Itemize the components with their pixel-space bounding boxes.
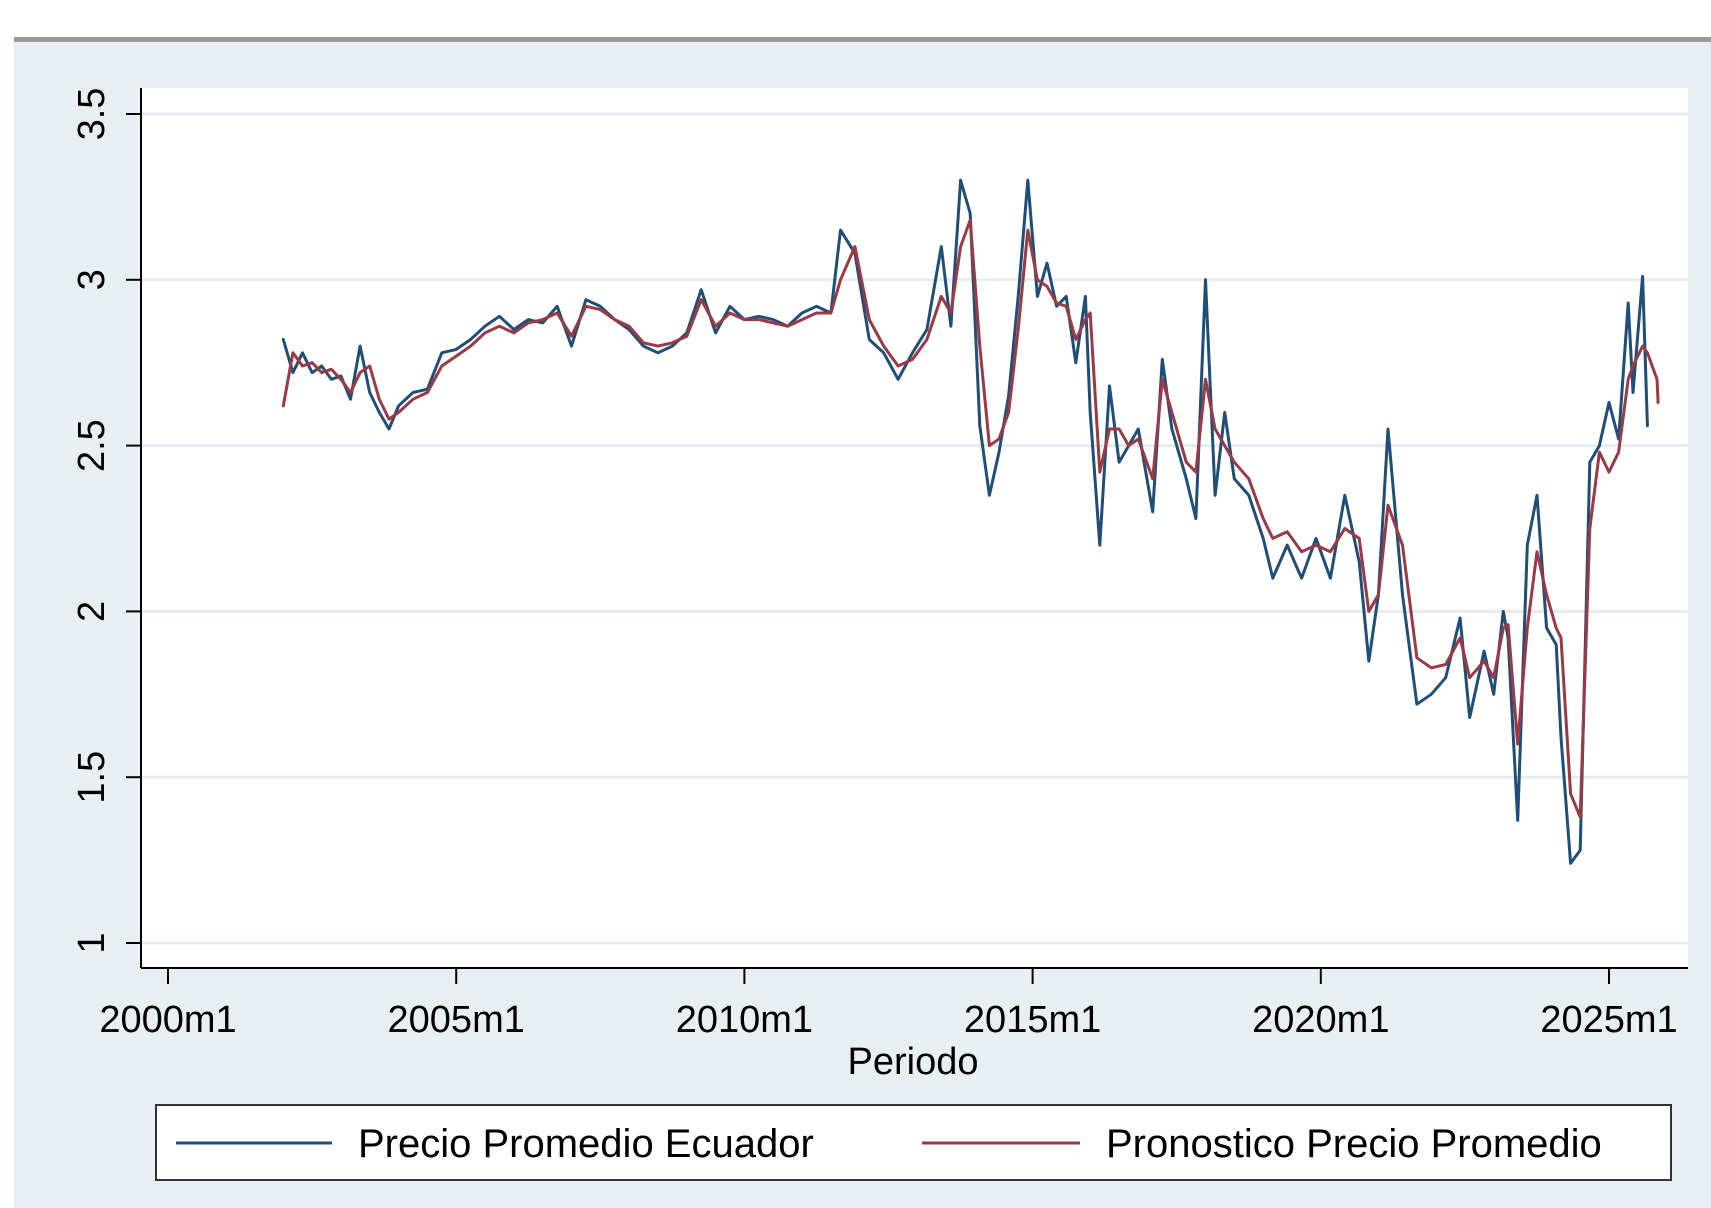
chart-frame-top-border: [14, 37, 1711, 42]
y-tick-label: 2.5: [71, 419, 113, 472]
legend-label-forecast: Pronostico Precio Promedio: [1106, 1122, 1602, 1166]
x-tick-label: 2015m1: [964, 999, 1101, 1041]
x-tick-label: 2020m1: [1252, 999, 1389, 1041]
legend: Precio Promedio Ecuador Pronostico Preci…: [155, 1104, 1672, 1181]
y-tick-label: 2: [71, 601, 113, 622]
y-tick-label: 1: [71, 932, 113, 953]
y-tick-label: 3.5: [71, 88, 113, 141]
y-tick-label: 3: [71, 269, 113, 290]
series-line-actual: [281, 178, 1649, 865]
x-ticks: 2000m1 2005m1 2010m1 2015m1 2020m1 2025m1: [99, 968, 1678, 1041]
y-ticks: 1 1.5 2 2.5 3 3.5: [71, 88, 141, 954]
series-layer: [281, 178, 1660, 865]
legend-box: [155, 1104, 1672, 1181]
series-line-forecast: [281, 218, 1660, 819]
x-tick-label: 2010m1: [676, 999, 813, 1041]
plot-area: [142, 88, 1688, 968]
y-tick-label: 1.5: [71, 751, 113, 804]
gridlines: [142, 112, 1688, 945]
x-tick-label: 2005m1: [388, 999, 525, 1041]
x-tick-label: 2025m1: [1540, 999, 1677, 1041]
x-axis-title: Periodo: [848, 1041, 979, 1083]
x-tick-label: 2000m1: [99, 999, 236, 1041]
legend-label-actual: Precio Promedio Ecuador: [358, 1122, 814, 1166]
